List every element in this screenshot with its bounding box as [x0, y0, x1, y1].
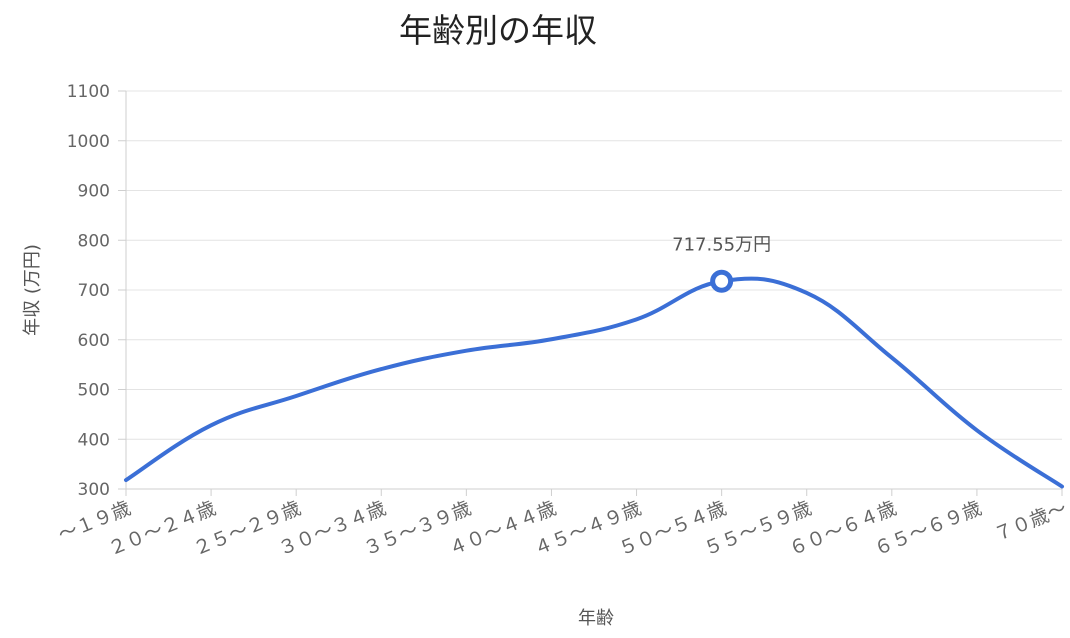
highlight-point[interactable] — [710, 269, 734, 293]
y-axis-ticks: 300 400 500 600 700 800 900 1000 1100 — [67, 82, 126, 500]
x-axis-ticks: ～１９歳２０～２４歳２５～２９歳３０～３４歳３５～３９歳４０～４４歳４５～４９歳… — [55, 489, 1070, 560]
y-tick-label: 700 — [78, 281, 110, 301]
y-tick-label: 600 — [78, 331, 110, 351]
y-tick-label: 900 — [78, 182, 110, 202]
gridlines — [126, 90, 1062, 490]
x-tick-label: ７０歳～ — [991, 497, 1070, 546]
x-axis-title: 年齢 — [578, 608, 614, 629]
y-tick-label: 1100 — [67, 82, 110, 102]
y-tick-label: 800 — [78, 231, 110, 251]
series-line — [124, 276, 1064, 489]
y-axis-title: 年収 (万円) — [22, 244, 43, 336]
y-tick-label: 300 — [78, 480, 110, 500]
highlight-data-label: 717.55万円 — [672, 234, 771, 255]
y-tick-label: 1000 — [67, 132, 110, 152]
y-tick-label: 500 — [78, 381, 110, 401]
chart-title: 年齢別の年収 — [399, 11, 597, 50]
y-tick-label: 400 — [78, 430, 110, 450]
